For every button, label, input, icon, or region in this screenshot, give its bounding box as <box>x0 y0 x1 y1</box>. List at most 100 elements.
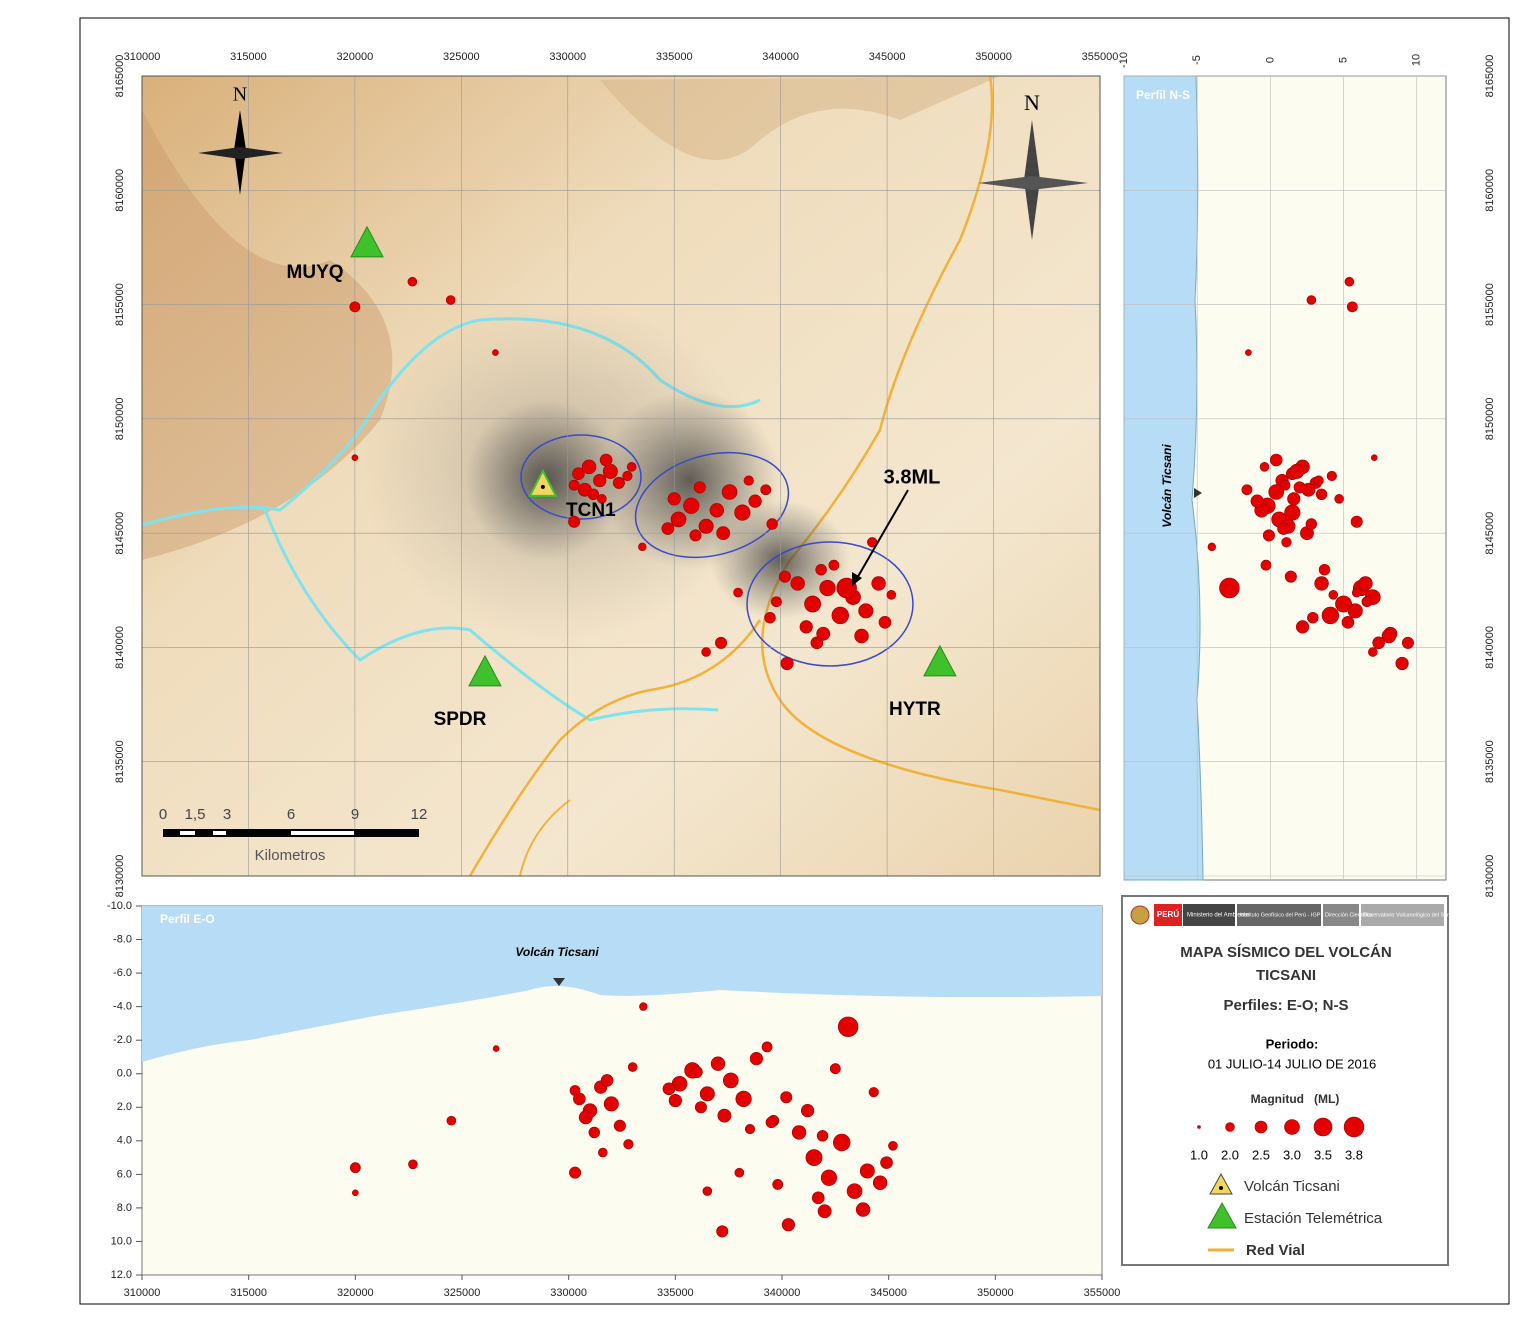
event <box>581 459 597 475</box>
event <box>1318 564 1331 576</box>
scale-unit: Kilometros <box>255 847 326 864</box>
event <box>1250 494 1264 508</box>
event <box>690 1066 703 1079</box>
logo-text: Observatorio Vulcanológico del Sur <box>1363 912 1449 918</box>
event <box>1344 276 1355 287</box>
event <box>817 1204 832 1219</box>
station <box>923 644 957 677</box>
event <box>828 559 840 571</box>
road <box>519 799 571 877</box>
y-tick-label: 8130000 <box>114 855 126 898</box>
event <box>1358 576 1373 591</box>
y-tick-label: 8155000 <box>1484 283 1496 326</box>
event <box>1277 522 1290 535</box>
event <box>1284 570 1297 583</box>
scale: 0 1,5 3 6 9 12 <box>159 806 428 823</box>
event <box>846 1183 863 1199</box>
y-tick-label: 8165000 <box>1484 55 1496 98</box>
event <box>721 484 738 500</box>
event <box>888 1141 898 1151</box>
event <box>1295 620 1310 634</box>
magnitude-symbol <box>1343 1116 1365 1138</box>
station <box>350 225 384 258</box>
event <box>349 301 361 313</box>
event <box>1260 559 1272 571</box>
event <box>1381 628 1397 644</box>
event <box>689 529 702 542</box>
legend-item: Red Vial <box>1246 1242 1305 1259</box>
y-tick-label: 8135000 <box>114 740 126 783</box>
y-tick-label: 8160000 <box>1484 169 1496 212</box>
y-tick-label: 8155000 <box>114 283 126 326</box>
surface <box>142 906 1102 1062</box>
y-tick-label: 2.0 <box>117 1101 132 1113</box>
event <box>1328 590 1339 600</box>
event <box>492 349 499 356</box>
grid <box>1123 75 1446 880</box>
y-tick-label: 8140000 <box>1484 626 1496 669</box>
magnitude-label: 1.0 <box>1190 1147 1208 1162</box>
x-tick-label: 5 <box>1337 57 1349 63</box>
scale-bar <box>213 831 226 835</box>
event <box>638 542 647 552</box>
event <box>734 504 751 521</box>
legend-item: Estación Telemétrica <box>1244 1210 1383 1227</box>
volcano-marker <box>1194 488 1202 498</box>
legend-title: MAPA SÍSMICO DEL VOLCÁN <box>1180 944 1391 961</box>
event <box>670 511 687 528</box>
event <box>569 1085 581 1096</box>
road <box>468 619 762 877</box>
x-tick-label: 330000 <box>549 51 586 63</box>
event <box>722 1072 739 1089</box>
event <box>878 615 892 629</box>
event <box>766 518 778 530</box>
event <box>597 1147 608 1158</box>
period: 01 JULIO-14 JULIO DE 2016 <box>1208 1056 1376 1071</box>
event <box>815 564 827 576</box>
event <box>1368 647 1378 657</box>
event <box>578 1110 593 1125</box>
event <box>819 579 836 597</box>
event <box>816 1130 829 1142</box>
x-tick-label: -10 <box>1118 52 1130 68</box>
event <box>1241 484 1253 496</box>
event <box>694 1101 707 1114</box>
event <box>1350 515 1363 528</box>
x-tick-label: 320000 <box>337 51 374 63</box>
y-tick-label: 4.0 <box>117 1135 132 1147</box>
event <box>1245 349 1252 356</box>
event <box>771 596 782 608</box>
profile-title: Perfil N-S <box>1136 88 1190 102</box>
magnitude-label: 3.5 <box>1314 1147 1332 1162</box>
event <box>859 1163 875 1179</box>
volcano <box>528 468 558 497</box>
event <box>820 1169 838 1186</box>
profile-title: Perfil E-O <box>160 912 215 926</box>
magnitude-title: Magnitud (ML) <box>1251 1092 1340 1106</box>
event <box>622 470 633 482</box>
event <box>804 595 822 613</box>
north-arrow <box>198 110 1088 240</box>
y-tick-label: 10.0 <box>111 1235 132 1247</box>
map: N N 3.8ML 0 1,5 3 6 9 12 Kilometros <box>141 75 1101 877</box>
event <box>790 576 805 591</box>
x-tick-label: 320000 <box>337 1287 374 1299</box>
event <box>1313 475 1324 486</box>
event <box>1341 615 1355 629</box>
event <box>623 1139 634 1150</box>
event <box>744 1123 756 1135</box>
station-label: HYTR <box>889 699 941 720</box>
event <box>639 1002 648 1011</box>
event <box>662 1082 676 1096</box>
event <box>603 1096 619 1112</box>
event <box>613 1119 626 1132</box>
station-label: MUYQ <box>287 262 344 283</box>
seismicity-cloud <box>360 300 760 640</box>
logo-text: Instituto Geofísico del Perú - IGP <box>1240 912 1321 918</box>
station <box>468 654 502 687</box>
event <box>805 1149 823 1166</box>
y-tick-label: 0.0 <box>117 1068 132 1080</box>
event <box>811 1191 825 1205</box>
event <box>683 497 700 514</box>
x-tick-label: 345000 <box>870 1287 907 1299</box>
